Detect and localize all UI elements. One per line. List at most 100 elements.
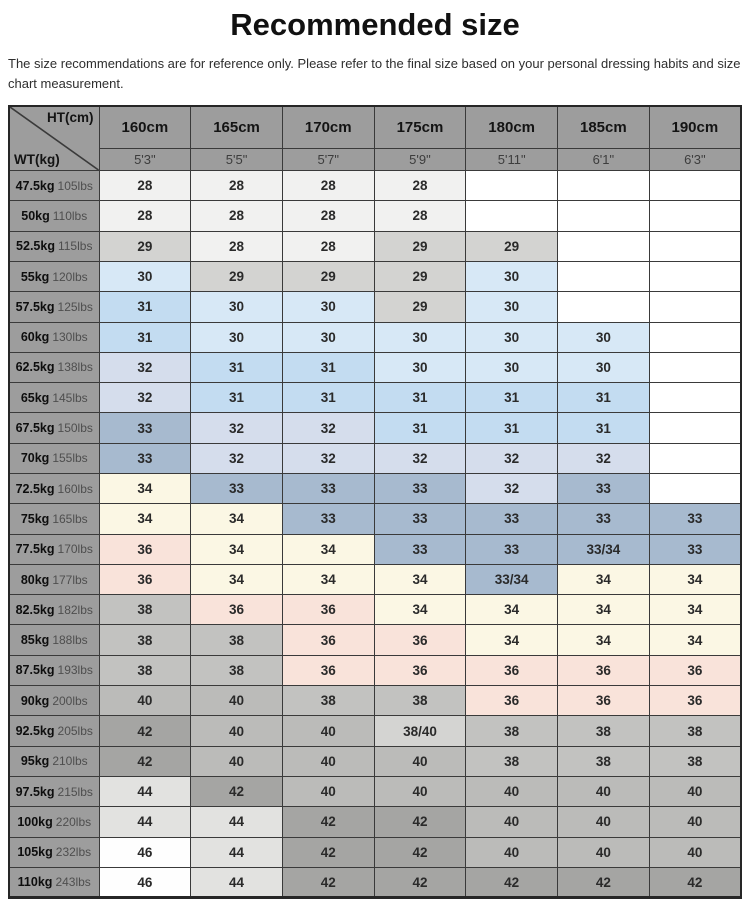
size-cell: 28 — [373, 170, 467, 202]
size-cell: 44 — [190, 866, 283, 899]
weight-row-header: 70kg 155lbs — [8, 442, 100, 475]
size-cell: 34 — [648, 563, 742, 596]
size-cell: 33 — [648, 533, 742, 565]
weight-lbs-label: 155lbs — [52, 451, 88, 466]
size-cell: 38 — [98, 654, 192, 687]
weight-lbs-label: 130lbs — [52, 330, 88, 345]
weight-row-header: 57.5kg 125lbs — [8, 291, 100, 323]
size-cell: 36 — [465, 685, 559, 717]
size-cell: 38 — [98, 594, 192, 626]
size-cell: 33 — [648, 503, 742, 535]
weight-kg-label: 90kg — [20, 693, 50, 708]
size-cell: 36 — [557, 685, 650, 717]
size-cell: 29 — [98, 230, 192, 262]
size-cell: 36 — [373, 654, 467, 687]
size-cell: 32 — [190, 442, 283, 475]
size-cell: 31 — [98, 321, 192, 353]
table-row: 100kg 220lbs 44 44 42 42 40 40 40 — [8, 806, 742, 838]
weight-lbs-label: 105lbs — [57, 178, 93, 193]
size-cell: 29 — [373, 230, 467, 262]
weight-row-header: 75kg 165lbs — [8, 503, 100, 535]
weight-kg-label: 65kg — [20, 390, 50, 405]
size-cell: 31 — [557, 412, 650, 444]
weight-lbs-label: 115lbs — [57, 239, 93, 254]
size-cell: 29 — [465, 230, 559, 262]
size-cell: 40 — [373, 745, 467, 777]
weight-lbs-label: 215lbs — [57, 784, 93, 799]
empty-cell — [648, 442, 742, 475]
size-cell: 34 — [465, 624, 559, 656]
size-cell: 28 — [98, 170, 192, 202]
table-row: 52.5kg 115lbs 29 28 28 29 29 — [8, 230, 742, 262]
weight-lbs-label: 182lbs — [57, 602, 93, 617]
weight-kg-label: 50kg — [21, 208, 50, 223]
size-cell: 36 — [648, 654, 742, 687]
weight-row-header: 82.5kg 182lbs — [8, 594, 100, 626]
size-cell: 34 — [465, 594, 559, 626]
size-cell: 36 — [373, 624, 467, 656]
weight-row-header: 62.5kg 138lbs — [8, 351, 100, 384]
weight-kg-label: 110kg — [17, 875, 53, 889]
size-cell: 29 — [281, 260, 375, 293]
size-cell: 30 — [465, 291, 559, 323]
table-row: 90kg 200lbs 40 40 38 38 36 36 36 — [8, 685, 742, 717]
weight-row-header: 50kg 110lbs — [8, 200, 100, 232]
weight-kg-label: 105kg — [17, 845, 53, 860]
size-cell: 42 — [281, 836, 375, 868]
size-cell: 34 — [98, 503, 192, 535]
empty-cell — [648, 472, 742, 505]
empty-cell — [648, 382, 742, 414]
weight-row-header: 67.5kg 150lbs — [8, 412, 100, 444]
size-cell: 28 — [190, 170, 283, 202]
size-cell: 38 — [98, 624, 192, 656]
weight-row-header: 72.5kg 160lbs — [8, 472, 100, 505]
size-cell: 38 — [373, 685, 467, 717]
weight-row-header: 95kg 210lbs — [8, 745, 100, 777]
size-cell: 30 — [373, 351, 467, 384]
size-cell: 34 — [557, 624, 650, 656]
size-cell: 28 — [98, 200, 192, 232]
weight-row-header: 105kg 232lbs — [8, 836, 100, 868]
weight-lbs-label: 205lbs — [57, 724, 93, 739]
empty-cell — [648, 230, 742, 262]
size-cell: 32 — [465, 442, 559, 475]
weight-kg-label: 82.5kg — [15, 602, 55, 617]
size-cell: 42 — [281, 866, 375, 899]
empty-cell — [557, 170, 650, 202]
size-cell: 31 — [373, 412, 467, 444]
size-cell: 38 — [648, 715, 742, 747]
size-cell: 42 — [98, 745, 192, 777]
table-row: 75kg 165lbs 34 34 33 33 33 33 33 — [8, 503, 742, 535]
size-cell: 34 — [98, 472, 192, 505]
size-cell: 46 — [98, 866, 192, 899]
size-cell: 31 — [190, 382, 283, 414]
size-cell: 33/34 — [465, 563, 559, 596]
corner-wt-label: WT(kg) — [14, 152, 60, 168]
weight-kg-label: 75kg — [20, 511, 50, 526]
height-col-header-190cm: 190cm — [648, 105, 742, 150]
size-cell: 34 — [648, 624, 742, 656]
size-cell: 38 — [557, 715, 650, 747]
weight-row-header: 52.5kg 115lbs — [8, 230, 100, 262]
size-cell: 40 — [190, 715, 283, 747]
size-cell: 33 — [557, 472, 650, 505]
size-cell: 38 — [281, 685, 375, 717]
size-cell: 38 — [465, 745, 559, 777]
size-cell: 42 — [557, 866, 650, 899]
size-cell: 40 — [465, 806, 559, 838]
height-col-header-170cm: 170cm — [281, 105, 375, 150]
header-row-ft: 5'3" 5'5" 5'7" 5'9" 5'11" 6'1" 6'3" — [9, 148, 742, 172]
size-cell: 31 — [373, 382, 467, 414]
size-cell: 40 — [557, 806, 650, 838]
size-cell: 44 — [190, 836, 283, 868]
size-cell: 32 — [190, 412, 283, 444]
size-cell: 30 — [373, 321, 467, 353]
size-cell: 34 — [281, 563, 375, 596]
size-cell: 42 — [190, 775, 283, 808]
size-cell: 40 — [465, 836, 559, 868]
size-cell: 28 — [190, 200, 283, 232]
size-cell: 33 — [98, 412, 192, 444]
weight-lbs-label: 145lbs — [52, 390, 88, 405]
size-cell: 36 — [98, 533, 192, 565]
weight-row-header: 65kg 145lbs — [8, 382, 100, 414]
